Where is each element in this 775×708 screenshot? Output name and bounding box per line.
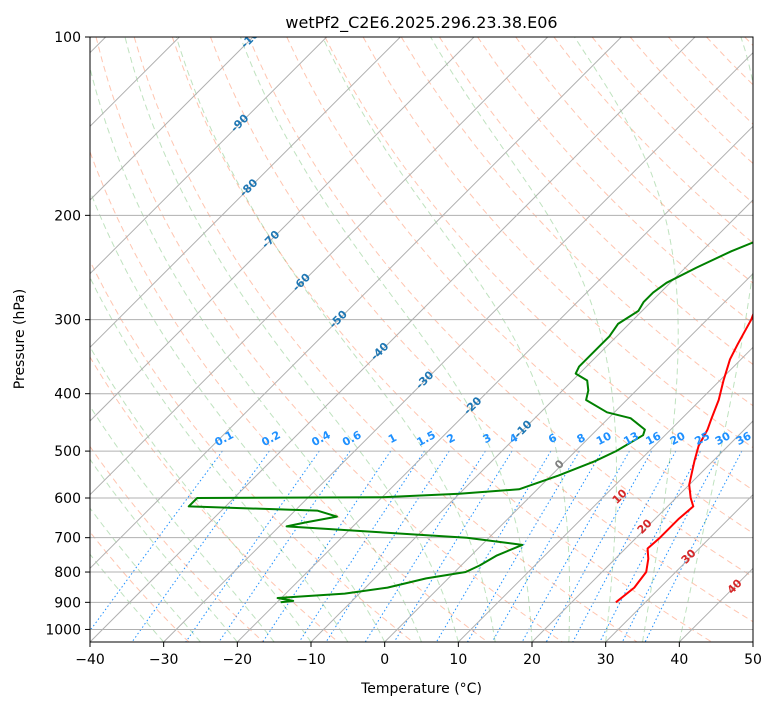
moist-adiabat-line xyxy=(239,37,533,642)
x-tick-label: −10 xyxy=(296,652,326,668)
mixing-ratio-line xyxy=(545,450,653,642)
isobar-lines xyxy=(90,37,753,630)
mixing-ratio-label: 30 xyxy=(713,429,733,448)
y-tick-label: 200 xyxy=(54,208,81,224)
mixing-ratio-line xyxy=(599,450,701,642)
x-tick-label: −20 xyxy=(223,652,253,668)
isotherm-line xyxy=(90,37,328,275)
moist-adiabat-line xyxy=(90,189,386,642)
mixing-ratio-label: 36 xyxy=(734,429,754,448)
x-axis-ticks: −40 −30 −20 −10 0 10 20 30 40 50 xyxy=(75,642,762,668)
dry-adiabat-line xyxy=(133,37,638,642)
temperature-profile-line xyxy=(615,312,753,604)
moist-adiabat-line xyxy=(90,458,238,642)
moist-adiabat-lines xyxy=(90,37,753,642)
moist-adiabat-line xyxy=(90,65,422,642)
isotherm-lines xyxy=(90,37,753,642)
mixing-ratio-line xyxy=(491,450,603,642)
dry-adiabat-line xyxy=(95,37,563,642)
sounding-series xyxy=(187,241,753,604)
isotherm-line xyxy=(90,37,401,349)
x-tick-label: −40 xyxy=(75,652,105,668)
moist-adiabat-line xyxy=(678,37,753,642)
mixing-ratio-label: 16 xyxy=(644,429,664,448)
x-tick-label: 20 xyxy=(523,652,541,668)
x-tick-label: 50 xyxy=(744,652,762,668)
dry-adiabat-line xyxy=(210,37,753,623)
mixing-ratio-line xyxy=(644,450,743,642)
mixing-ratio-line xyxy=(298,450,425,642)
mixing-ratio-label: 10 xyxy=(594,429,614,448)
moist-adiabat-line xyxy=(322,37,571,642)
moist-adiabat-line xyxy=(175,37,496,642)
y-tick-label: 400 xyxy=(54,387,81,403)
y-axis-title: Pressure (hPa) xyxy=(12,289,28,389)
chart-title: wetPf2_C2E6.2025.296.23.38.E06 xyxy=(285,13,557,33)
mixing-ratio-label: 20 xyxy=(668,429,688,448)
isotherm-line xyxy=(310,199,753,642)
y-tick-label: 100 xyxy=(54,30,81,46)
x-tick-label: 10 xyxy=(449,652,467,668)
moist-adiabat-line xyxy=(574,37,679,642)
isotherm-line xyxy=(90,37,254,201)
isotherm-line xyxy=(90,37,696,642)
moist-adiabat-line xyxy=(90,405,275,642)
dry-adiabat-line xyxy=(477,37,753,325)
y-tick-label: 300 xyxy=(54,313,81,329)
plot-frame xyxy=(89,36,754,643)
y-tick-label: 900 xyxy=(54,595,81,611)
mixing-ratio-line xyxy=(621,450,722,642)
isotherm-line xyxy=(384,272,753,642)
isotherm-line xyxy=(163,51,753,642)
dry-adiabat-line xyxy=(324,37,753,491)
x-tick-label: 30 xyxy=(597,652,615,668)
isotherm-line xyxy=(605,493,753,642)
mixing-ratio-lines xyxy=(90,450,743,642)
dry-adiabat-line xyxy=(90,445,264,642)
x-tick-label: −30 xyxy=(149,652,179,668)
mixing-ratio-label: 13 xyxy=(621,429,641,448)
dewpoint-profile-line xyxy=(187,241,753,604)
isotherm-line xyxy=(90,37,622,570)
mixing-ratio-line xyxy=(262,450,392,642)
moist-adiabat-line xyxy=(90,507,201,642)
dry-adiabat-line xyxy=(90,150,488,642)
isotherm-line xyxy=(457,346,753,642)
x-tick-label: 40 xyxy=(670,652,688,668)
moist-adiabat-line xyxy=(124,37,459,642)
y-axis-ticks: 100 200 300 400 500 600 700 800 900 1000 xyxy=(45,30,90,638)
y-tick-label: 1000 xyxy=(45,622,81,638)
isotherm-line xyxy=(90,37,475,422)
y-tick-label: 600 xyxy=(54,491,81,507)
dry-adiabat-line xyxy=(90,356,339,642)
dry-adiabat-lines xyxy=(90,37,753,642)
mixing-ratio-line xyxy=(572,450,677,642)
y-tick-label: 700 xyxy=(54,531,81,547)
dry-adiabat-line xyxy=(438,37,753,366)
moist-adiabat-line xyxy=(90,553,165,642)
isotherm-line xyxy=(531,420,753,642)
mixing-ratio-line xyxy=(218,450,351,642)
x-axis-title: Temperature (°C) xyxy=(360,681,482,697)
isotherm-line xyxy=(236,125,753,642)
mixing-ratio-label: 25 xyxy=(692,429,712,448)
mixing-ratio-line xyxy=(185,450,320,642)
moist-adiabat-line xyxy=(430,37,617,642)
isotherm-line xyxy=(90,37,549,496)
y-tick-label: 500 xyxy=(54,444,81,460)
dry-adiabat-line xyxy=(248,37,753,578)
mixing-ratio-line xyxy=(521,450,630,642)
moist-adiabat-line xyxy=(90,276,349,642)
y-tick-label: 800 xyxy=(54,565,81,581)
x-tick-label: 0 xyxy=(380,652,389,668)
mixing-ratio-line xyxy=(90,450,223,632)
